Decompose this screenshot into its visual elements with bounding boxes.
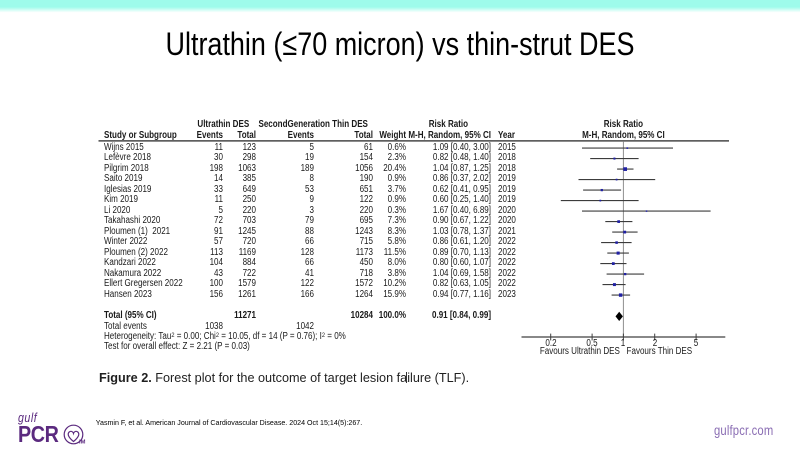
svg-text:IM: IM: [79, 440, 86, 446]
